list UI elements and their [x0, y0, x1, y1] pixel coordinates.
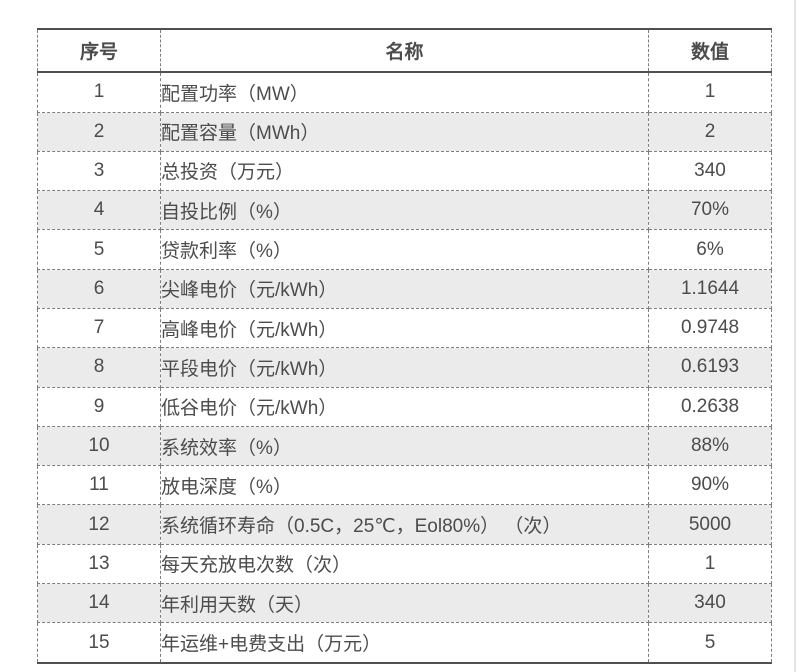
cell-value: 70%: [648, 190, 772, 231]
cell-index: 6: [37, 268, 161, 309]
table-row: 6 尖峰电价（元/kWh） 1.1644: [37, 268, 772, 309]
cell-value: 340: [648, 150, 772, 192]
cell-value: 2: [648, 111, 772, 152]
cell-name: 平段电价（元/kWh）: [160, 347, 649, 388]
cell-value: 1.1644: [648, 268, 772, 309]
cell-index: 9: [37, 386, 161, 427]
cell-index: 5: [37, 229, 161, 270]
cell-value: 0.9748: [648, 307, 772, 349]
column-header-name: 名称: [160, 28, 649, 73]
table-row: 4 自投比例（%） 70%: [37, 190, 772, 231]
cell-name: 高峰电价（元/kWh）: [160, 307, 649, 349]
cell-name: 每天充放电次数（次）: [160, 543, 649, 585]
cell-index: 1: [37, 71, 161, 113]
table-row: 3 总投资（万元） 340: [37, 150, 772, 192]
cell-index: 11: [37, 465, 161, 506]
table-row: 2 配置容量（MWh） 2: [37, 111, 772, 152]
cell-name: 系统循环寿命（0.5C，25℃，Eol80%） （次）: [160, 504, 649, 545]
cell-index: 14: [37, 583, 161, 624]
table-row: 8 平段电价（元/kWh） 0.6193: [37, 347, 772, 388]
cell-value: 0.6193: [648, 347, 772, 388]
cell-index: 12: [37, 504, 161, 545]
cell-index: 2: [37, 111, 161, 152]
table-row: 15 年运维+电费支出（万元） 5: [37, 622, 772, 664]
cell-index: 3: [37, 150, 161, 192]
parameters-table: 序号 名称 数值 1 配置功率（MW） 1 2 配置容量（MWh） 2 3 总投…: [37, 28, 772, 664]
page-edge-line: [794, 0, 796, 672]
table-row: 5 贷款利率（%） 6%: [37, 229, 772, 270]
cell-value: 88%: [648, 425, 772, 467]
cell-value: 5000: [648, 504, 772, 545]
cell-name: 年利用天数（天）: [160, 583, 649, 624]
cell-index: 8: [37, 347, 161, 388]
cell-index: 10: [37, 425, 161, 467]
cell-value: 340: [648, 583, 772, 624]
header-row: 序号 名称 数值: [37, 28, 772, 73]
column-header-value: 数值: [648, 28, 772, 73]
cell-value: 90%: [648, 465, 772, 506]
cell-value: 1: [648, 71, 772, 113]
cell-index: 15: [37, 622, 161, 664]
table-row: 7 高峰电价（元/kWh） 0.9748: [37, 307, 772, 349]
cell-name: 配置功率（MW）: [160, 71, 649, 113]
table-row: 11 放电深度（%） 90%: [37, 465, 772, 506]
cell-value: 1: [648, 543, 772, 585]
cell-name: 贷款利率（%）: [160, 229, 649, 270]
column-header-index: 序号: [37, 28, 161, 73]
cell-name: 配置容量（MWh）: [160, 111, 649, 152]
cell-value: 5: [648, 622, 772, 664]
cell-index: 13: [37, 543, 161, 585]
table-row: 14 年利用天数（天） 340: [37, 583, 772, 624]
cell-name: 放电深度（%）: [160, 465, 649, 506]
table-row: 12 系统循环寿命（0.5C，25℃，Eol80%） （次） 5000: [37, 504, 772, 545]
table-row: 10 系统效率（%） 88%: [37, 425, 772, 467]
cell-name: 自投比例（%）: [160, 190, 649, 231]
cell-index: 7: [37, 307, 161, 349]
cell-name: 系统效率（%）: [160, 425, 649, 467]
table-row: 1 配置功率（MW） 1: [37, 71, 772, 113]
cell-name: 总投资（万元）: [160, 150, 649, 192]
cell-name: 低谷电价（元/kWh）: [160, 386, 649, 427]
cell-name: 年运维+电费支出（万元）: [160, 622, 649, 664]
cell-value: 0.2638: [648, 386, 772, 427]
cell-name: 尖峰电价（元/kWh）: [160, 268, 649, 309]
table-row: 9 低谷电价（元/kWh） 0.2638: [37, 386, 772, 427]
table-row: 13 每天充放电次数（次） 1: [37, 543, 772, 585]
cell-index: 4: [37, 190, 161, 231]
cell-value: 6%: [648, 229, 772, 270]
